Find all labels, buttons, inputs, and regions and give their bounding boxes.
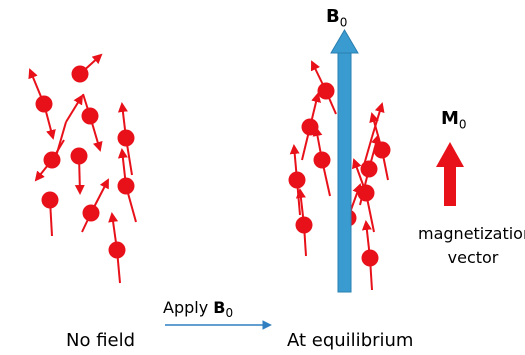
spin: [81, 178, 109, 233]
m0-label: M0: [441, 108, 467, 132]
b0-label: B0: [326, 6, 348, 30]
spin: [301, 92, 321, 161]
no-field-label: No field: [66, 330, 136, 351]
spin: [41, 191, 59, 237]
spin: [70, 147, 88, 195]
spin: [34, 139, 65, 182]
spin: [43, 103, 56, 140]
b0-field-arrow: [330, 29, 359, 293]
magnetization-vector-label: magnetization vector: [418, 224, 525, 267]
spin: [295, 188, 313, 257]
spin: [117, 102, 135, 176]
spin: [71, 53, 103, 83]
spin: [310, 60, 337, 115]
spin: [312, 126, 331, 197]
spin: [117, 148, 137, 223]
spin: [108, 212, 126, 284]
spin: [28, 68, 53, 113]
apply-b0-label: Apply B0: [163, 298, 234, 321]
spin: [81, 93, 103, 152]
m0-magnetization-arrow: [436, 142, 464, 206]
at-equilibrium-label: At equilibrium: [287, 330, 414, 351]
spin: [361, 220, 379, 291]
random-spins-group: [28, 53, 137, 284]
aligned-spins-group: [288, 60, 391, 291]
